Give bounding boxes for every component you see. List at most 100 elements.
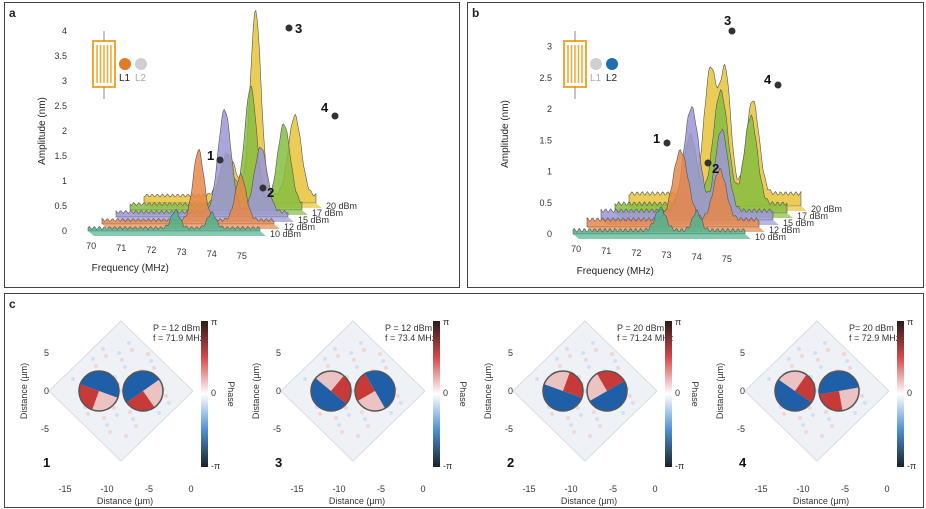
speckle <box>340 430 344 434</box>
speckle <box>384 366 388 370</box>
speckle <box>610 352 614 356</box>
speckle <box>360 410 364 414</box>
speckle <box>853 411 857 415</box>
speckle <box>149 359 153 363</box>
colorbar-label: Phase <box>226 381 236 407</box>
speckle <box>568 354 572 358</box>
marker-point <box>216 156 224 164</box>
disc-left <box>775 371 815 411</box>
y-tick-label: 5 <box>44 348 49 358</box>
x-tick-label: 74 <box>692 252 702 262</box>
speckle <box>134 424 138 428</box>
legend-dot <box>119 58 131 70</box>
speckle <box>352 358 356 362</box>
speckle <box>535 377 539 381</box>
y-tick-label: 0.5 <box>54 201 67 211</box>
speckle <box>863 401 867 405</box>
y-axis-label: Amplitude (nm) <box>37 97 48 165</box>
y-axis-label: Amplitude (nm) <box>500 100 511 168</box>
speckle <box>598 424 602 428</box>
x-tick-label: -10 <box>564 484 577 494</box>
speckle <box>152 366 156 370</box>
series-label: 12 dBm <box>284 222 315 232</box>
speckle <box>842 352 846 356</box>
speckle <box>130 348 134 352</box>
disc-outline <box>542 370 584 412</box>
speckle <box>576 406 580 410</box>
series-label: 15 dBm <box>298 215 329 225</box>
resonator-icon: L1 L2 <box>563 31 618 99</box>
speckle <box>566 416 570 420</box>
colorbar-bottom: -π <box>907 461 916 471</box>
x-axis-label: Frequency (MHz) <box>577 266 654 277</box>
marker-label: 4 <box>764 72 772 87</box>
x-tick-label: 74 <box>207 249 217 259</box>
speckle <box>119 389 123 393</box>
x-tick-label: -15 <box>522 484 535 494</box>
frequency-label: f = 71.24 MHz <box>617 333 674 343</box>
colorbar-bottom: -π <box>211 461 220 471</box>
speckle <box>798 416 802 420</box>
colorbar-mid: 0 <box>907 388 912 398</box>
marker-label: 3 <box>295 21 302 36</box>
marker-label: 1 <box>207 148 214 163</box>
map-number: 3 <box>275 455 282 470</box>
phase-map-3: -15 -10 -5 0 Distance (µm) 5 0 -5 Distance (µm) P… <box>251 317 468 506</box>
speckle <box>830 424 834 428</box>
speckle <box>621 411 625 415</box>
speckle <box>587 365 591 369</box>
y-axis-label: Distance (µm) <box>483 363 493 419</box>
map-number: 1 <box>43 455 50 470</box>
series-10-dBm <box>87 209 261 232</box>
power-label: P = 12 dBm <box>153 323 200 333</box>
speckle <box>558 364 562 368</box>
colorbar-bottom: -π <box>675 461 684 471</box>
speckle <box>326 364 330 368</box>
disc-half <box>311 378 347 411</box>
disc-half <box>364 371 395 409</box>
disc-node <box>143 379 163 408</box>
speckle <box>381 359 385 363</box>
speckle <box>819 365 823 369</box>
series-12-dBm <box>101 148 275 225</box>
power-label: P= 20 dBm <box>849 323 894 333</box>
legend-label: L1 <box>590 73 602 84</box>
y-tick-label: 2 <box>62 126 67 136</box>
disc-outline <box>310 370 352 412</box>
disc-half <box>589 380 627 411</box>
x-tick-label: 71 <box>116 243 126 253</box>
speckle <box>824 410 828 414</box>
y-tick-label: 1.5 <box>54 151 67 161</box>
speckle <box>363 417 367 421</box>
colorbar-top: π <box>443 317 449 327</box>
speckle <box>845 359 849 363</box>
speckle <box>591 341 595 345</box>
y-tick-label: -5 <box>41 424 49 434</box>
disc-right <box>123 371 163 411</box>
phase-maps: -15 -10 -5 0 Distance (µm) 5 0 -5 Distance (µm) P… <box>19 317 923 506</box>
y-tick-label: 3.5 <box>54 51 67 61</box>
speckle <box>613 359 617 363</box>
y-tick-label: 5 <box>740 348 745 358</box>
x-tick-label: 75 <box>237 251 247 261</box>
phase-map-1: -15 -10 -5 0 Distance (µm) 5 0 -5 Distance (µm) P… <box>19 317 236 506</box>
speckle <box>131 417 135 421</box>
x-axis-label: Frequency (MHz) <box>92 263 169 274</box>
frequency-label: f = 72.9 MHz <box>849 333 901 343</box>
x-tick-label: -5 <box>377 484 385 494</box>
colorbar-label: Phase <box>690 381 700 407</box>
x-tick-label: -15 <box>290 484 303 494</box>
series-label: 20 dBm <box>326 201 357 211</box>
colorbar-mid: 0 <box>443 388 448 398</box>
speckle <box>344 406 348 410</box>
y-tick-label: 5 <box>508 348 513 358</box>
speckle <box>366 424 370 428</box>
speckle <box>104 354 108 358</box>
speckle <box>355 365 359 369</box>
speckle <box>333 347 337 351</box>
y-tick-label: 0 <box>44 386 49 396</box>
speckle <box>595 417 599 421</box>
x-tick-label: 70 <box>86 241 96 251</box>
speckle <box>91 357 95 361</box>
speckle <box>128 410 132 414</box>
